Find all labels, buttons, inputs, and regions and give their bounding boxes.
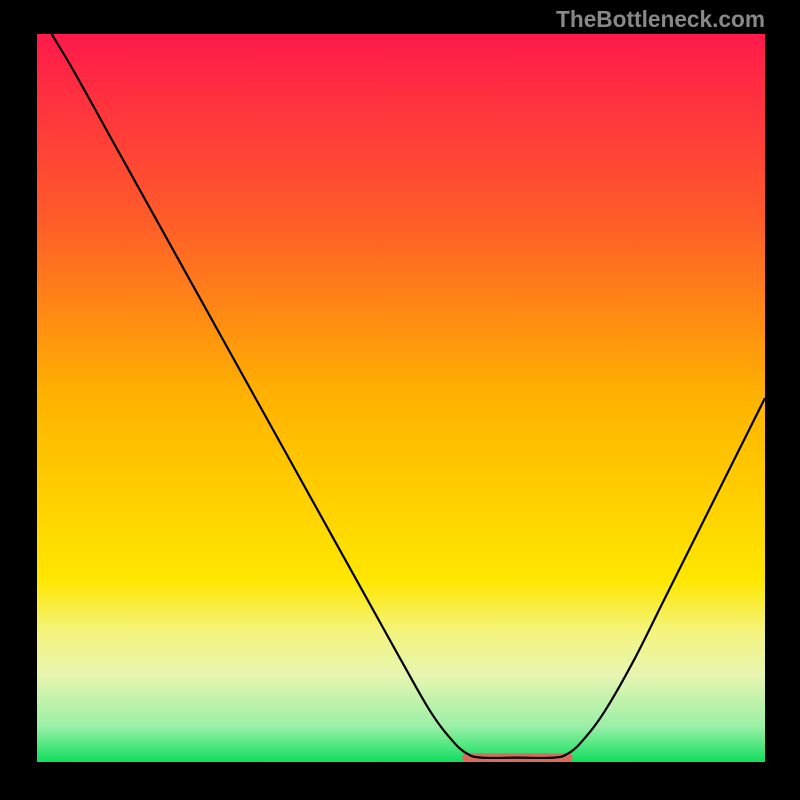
attribution-text: TheBottleneck.com <box>556 6 765 33</box>
curve-layer <box>0 0 800 800</box>
chart-container: TheBottleneck.com <box>0 0 800 800</box>
bottleneck-curve <box>52 34 765 758</box>
